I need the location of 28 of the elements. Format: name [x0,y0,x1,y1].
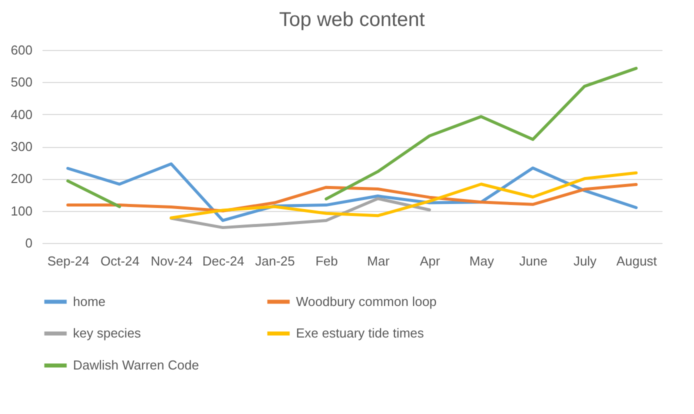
x-tick-label: Apr [420,254,441,268]
legend-label: Dawlish Warren Code [73,358,199,372]
legend-label: Woodbury common loop [296,294,437,309]
x-tick-label: Sep-24 [47,254,90,268]
y-tick-label: 100 [10,203,32,218]
legend-label: key species [73,326,142,340]
x-tick-label: Oct-24 [100,254,140,268]
legend-label: home [73,294,106,309]
line-series [170,171,638,220]
x-tick-label: Nov-24 [150,254,193,268]
chart-title: Top web content [279,9,426,31]
legend-label: Exe estuary tide times [296,326,424,340]
y-tick-label: 0 [25,236,32,250]
y-tick-label: 400 [10,106,32,122]
x-tick-label: June [519,254,548,268]
x-tick-label: Dec-24 [202,254,244,268]
y-tick-label: 500 [10,74,32,90]
y-tick-label: 200 [10,171,32,186]
x-tick-label: May [469,254,494,268]
x-tick-label: Jan-25 [255,254,295,268]
y-tick-label: 300 [10,139,32,154]
x-tick-label: Mar [367,254,390,268]
x-tick-label: Feb [315,254,338,268]
line-series [170,197,431,230]
x-tick-label: July [573,254,598,268]
line-series [66,182,638,212]
y-tick-label: 600 [10,42,32,58]
x-tick-label: August [616,254,658,268]
